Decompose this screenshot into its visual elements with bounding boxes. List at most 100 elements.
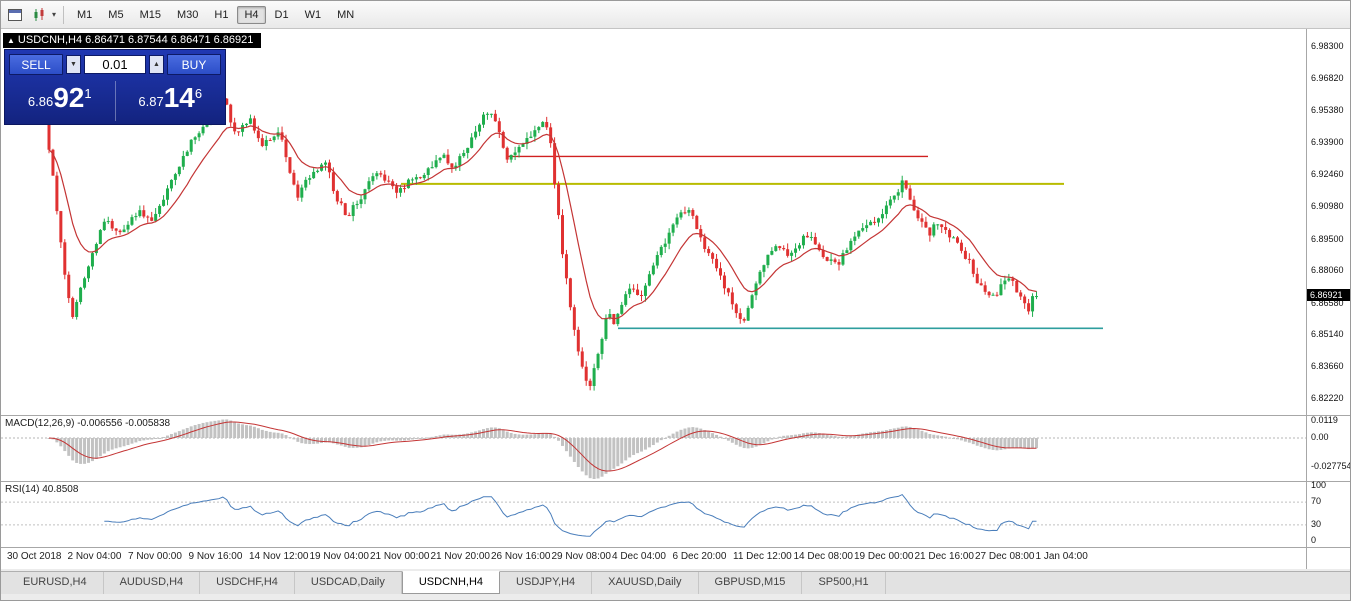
time-axis-label: 14 Dec 08:00 — [793, 551, 854, 562]
price-divider — [114, 81, 116, 121]
tab-usdcnh-h4[interactable]: USDCNH,H4 — [401, 571, 501, 594]
chart-style-dropdown-arrow[interactable]: ▾ — [52, 10, 57, 19]
macd-value-signal: -0.005838 — [125, 418, 171, 429]
macd-axis-label: -0.027754 — [1311, 461, 1351, 471]
trend-level-lines — [401, 155, 1103, 330]
macd-value-main: -0.006556 — [77, 418, 123, 429]
toolbar-window-icon[interactable] — [4, 4, 26, 26]
time-axis-label: 21 Nov 00:00 — [370, 551, 430, 562]
one-click-prices-row: 6.86 92 1 6.87 14 6 — [5, 77, 225, 125]
time-axis-label: 27 Dec 08:00 — [975, 551, 1035, 562]
time-axis-label: 14 Nov 12:00 — [249, 551, 309, 562]
rsi-label: RSI(14) — [5, 484, 40, 495]
tab-eurusd-h4[interactable]: EURUSD,H4 — [7, 572, 104, 594]
timeframe-mn-button[interactable]: MN — [337, 8, 355, 21]
price-axis-label: 6.85140 — [1311, 329, 1344, 340]
time-axis-divider — [1, 547, 1350, 548]
timeframe-m30-button[interactable]: M30 — [176, 8, 199, 21]
tab-xauusd-daily[interactable]: XAUUSD,Daily — [592, 572, 699, 594]
time-axis-label: 2 Nov 04:00 — [67, 551, 122, 562]
time-axis-label: 30 Oct 2018 — [7, 551, 62, 562]
time-axis-label: 4 Dec 04:00 — [612, 551, 666, 562]
ohlc-values: 6.86471 6.87544 6.86471 6.86921 — [85, 34, 254, 46]
candlestick-style-icon[interactable] — [28, 4, 50, 26]
price-axis-label: 6.88060 — [1311, 265, 1344, 276]
tab-sp500-h1[interactable]: SP500,H1 — [802, 572, 886, 594]
price-chart-canvas[interactable] — [1, 29, 1306, 547]
lot-increase-button[interactable]: ▲ — [149, 55, 164, 74]
lot-decrease-button[interactable]: ▼ — [66, 55, 81, 74]
current-price-tag: 6.86921 — [1307, 289, 1350, 302]
rsi-pane — [1, 493, 1306, 537]
time-axis-label: 7 Nov 00:00 — [128, 551, 182, 562]
tab-audusd-h4[interactable]: AUDUSD,H4 — [104, 572, 201, 594]
timeframe-d1-button[interactable]: D1 — [274, 8, 289, 21]
time-axis[interactable]: 30 Oct 2018 2 Nov 04:00 7 Nov 00:00 9 Nov 1… — [1, 548, 1306, 569]
time-axis-label: 19 Dec 00:00 — [854, 551, 914, 562]
timeframe-w1-button[interactable]: W1 — [304, 8, 322, 21]
time-axis-label: 21 Dec 16:00 — [914, 551, 975, 562]
time-axis-label: 6 Dec 20:00 — [672, 551, 727, 562]
rsi-axis-label: 70 — [1311, 496, 1322, 506]
timeframe-h4-button[interactable]: H4 — [237, 5, 266, 24]
tab-usdcad-daily[interactable]: USDCAD,Daily — [295, 572, 402, 594]
lot-size-input[interactable]: 0.01 — [84, 55, 146, 74]
sell-button[interactable]: SELL — [9, 54, 63, 75]
toolbar-separator — [63, 5, 65, 24]
time-axis-label: 1 Jan 04:00 — [1035, 551, 1088, 562]
price-axis-label: 6.83660 — [1311, 361, 1344, 372]
price-axis-label: 6.92460 — [1311, 168, 1344, 179]
moving-average-line — [48, 125, 1037, 320]
time-axis-label: 9 Nov 16:00 — [188, 551, 243, 562]
chart-symbol-header: ▲ USDCNH,H4 6.86471 6.87544 6.86471 6.869… — [3, 33, 262, 48]
timeframe-button-group: M1 M5 M15 M30 H1 H4 D1 W1 MN — [69, 5, 362, 24]
timeframe-m5-button[interactable]: M5 — [108, 8, 124, 21]
time-axis-label: 21 Nov 20:00 — [430, 551, 491, 562]
price-axis-label: 6.89500 — [1311, 233, 1344, 244]
time-axis-label: 29 Nov 08:00 — [551, 551, 612, 562]
timeframe-m15-button[interactable]: M15 — [139, 8, 161, 21]
price-axis-label: 6.95380 — [1311, 104, 1344, 115]
rsi-axis-label: 100 — [1311, 480, 1327, 490]
sell-price-point: 1 — [84, 86, 92, 102]
rsi-value: 40.8508 — [42, 484, 79, 495]
sell-price-button[interactable]: 6.86 92 1 — [5, 82, 115, 116]
macd-pane — [1, 419, 1306, 479]
collapse-chart-icon[interactable]: ▲ — [7, 36, 15, 45]
price-axis[interactable]: 6.98300 6.96820 6.95380 6.93900 6.92460 6.909… — [1307, 1, 1351, 600]
candlesticks — [47, 93, 1038, 391]
price-axis-label: 6.98300 — [1311, 41, 1344, 51]
timeframe-m1-button[interactable]: M1 — [77, 8, 93, 21]
one-click-trading-panel: SELL ▼ 0.01 ▲ BUY 6.86 92 1 6.87 14 6 — [4, 49, 226, 125]
one-click-controls-row: SELL ▼ 0.01 ▲ BUY — [5, 50, 225, 75]
window-icon — [8, 8, 22, 21]
rsi-pane-divider[interactable] — [1, 481, 1350, 482]
timeframe-h1-button[interactable]: H1 — [214, 8, 229, 21]
macd-axis-label: 0.0119 — [1311, 415, 1338, 425]
sell-price-main: 6.86 — [27, 93, 54, 109]
price-axis-label: 6.90980 — [1311, 201, 1344, 212]
toolbar: ▾ M1 M5 M15 M30 H1 H4 D1 W1 MN — [1, 1, 1350, 29]
buy-price-pips: 14 — [163, 82, 195, 114]
price-axis-label: 6.86580 — [1311, 297, 1344, 308]
sell-price-pips: 92 — [53, 82, 85, 114]
macd-pane-divider[interactable] — [1, 415, 1350, 416]
tab-gbpusd-m15[interactable]: GBPUSD,M15 — [699, 572, 803, 594]
macd-axis-label: 0.00 — [1311, 432, 1329, 442]
price-axis-separator — [1306, 29, 1307, 569]
time-axis-label: 11 Dec 12:00 — [733, 551, 792, 562]
time-axis-label: 19 Nov 04:00 — [309, 551, 370, 562]
buy-price-button[interactable]: 6.87 14 6 — [116, 82, 226, 116]
price-axis-label: 6.82220 — [1311, 392, 1344, 403]
chart-tab-bar: EURUSD,H4 AUDUSD,H4 USDCHF,H4 USDCAD,Daily U… — [1, 571, 1350, 594]
buy-button[interactable]: BUY — [167, 54, 221, 75]
price-axis-label: 6.93900 — [1311, 137, 1344, 148]
rsi-axis-label: 0 — [1311, 535, 1317, 545]
candlestick-glyph — [34, 7, 44, 21]
buy-price-main: 6.87 — [138, 93, 164, 109]
tab-usdjpy-h4[interactable]: USDJPY,H4 — [500, 572, 593, 594]
tab-usdchf-h4[interactable]: USDCHF,H4 — [200, 572, 295, 594]
macd-header: MACD(12,26,9) -0.006556 -0.005838 — [5, 418, 170, 429]
price-axis-label: 6.96820 — [1311, 73, 1344, 84]
